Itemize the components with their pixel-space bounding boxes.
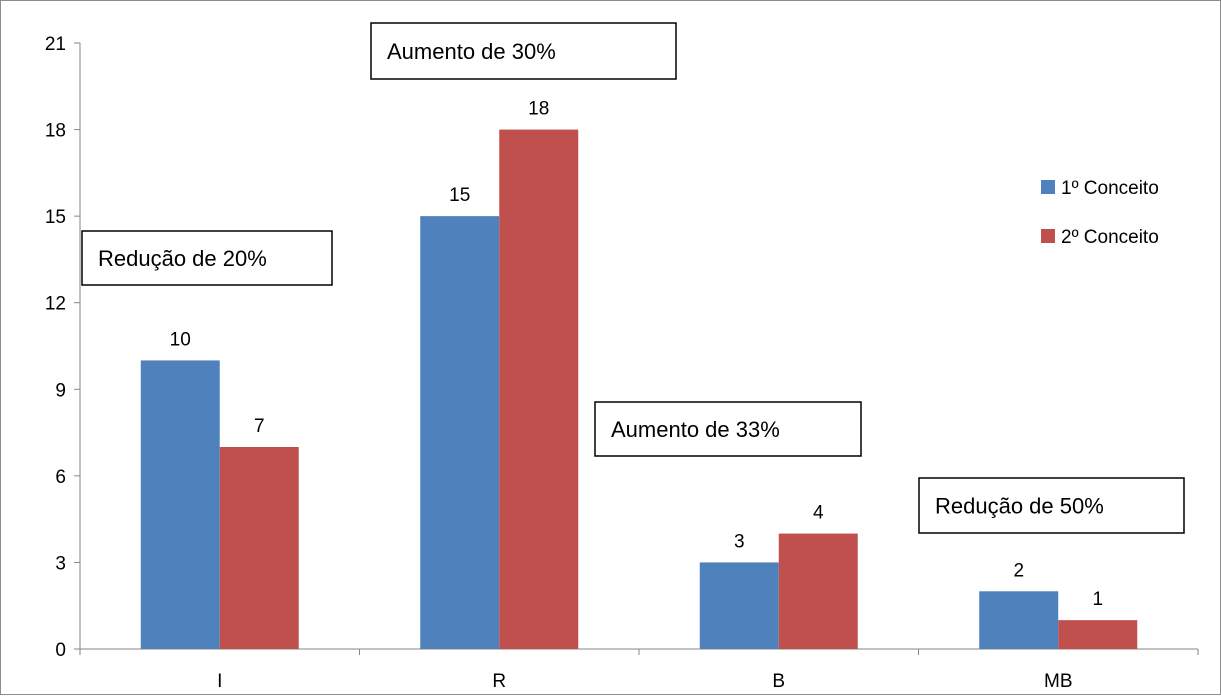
y-tick-label: 0 (55, 640, 66, 661)
data-label: 15 (449, 185, 470, 206)
y-tick-label: 15 (45, 207, 66, 228)
bar (979, 591, 1059, 649)
data-label: 4 (813, 503, 824, 524)
x-category-label: R (492, 671, 506, 692)
y-tick-label: 3 (55, 553, 66, 574)
bar (699, 562, 779, 649)
data-label: 2 (1013, 560, 1024, 581)
legend: 1º Conceito 2º Conceito (1041, 178, 1159, 248)
data-label: 7 (254, 416, 265, 437)
bars: 10 7 15 18 3 4 2 1 (140, 99, 1138, 650)
data-label: 1 (1092, 589, 1103, 610)
y-tick-label: 21 (45, 34, 66, 55)
annotation-box (594, 401, 862, 457)
y-tick-label: 9 (55, 380, 66, 401)
y-tick-label: 18 (45, 121, 66, 142)
bar (219, 447, 299, 649)
x-category-label: MB (1044, 671, 1073, 692)
data-label: 3 (734, 531, 745, 552)
bar (499, 129, 579, 650)
bar (420, 216, 500, 649)
annotation-box (918, 477, 1185, 534)
x-category-label: B (772, 671, 785, 692)
x-category-label: I (217, 671, 222, 692)
bar (1058, 620, 1138, 649)
bar (778, 533, 858, 649)
data-label: 18 (528, 99, 549, 120)
annotation-box (370, 22, 677, 80)
annotation-box (81, 230, 333, 286)
annotation-text: Aumento de 30% (387, 39, 556, 64)
y-tick-label: 6 (55, 467, 66, 488)
annotation-text: Redução de 20% (98, 246, 267, 271)
data-label: 10 (170, 329, 191, 350)
legend-swatch (1041, 229, 1055, 243)
bar (140, 360, 220, 649)
annotations: Redução de 20% Aumento de 30% Aumento de 3… (81, 22, 1185, 534)
annotation-text: Aumento de 33% (611, 417, 780, 442)
y-tick-label: 12 (45, 294, 66, 315)
annotation-text: Redução de 50% (935, 494, 1104, 519)
legend-label: 2º Conceito (1061, 227, 1159, 248)
legend-swatch (1041, 180, 1055, 194)
legend-label: 1º Conceito (1061, 178, 1159, 199)
